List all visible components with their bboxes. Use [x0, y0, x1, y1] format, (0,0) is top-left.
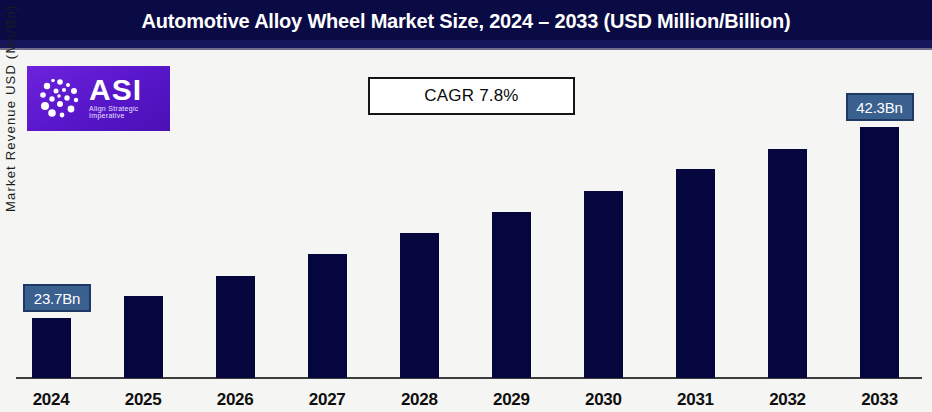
x-tick-2027: 2027 — [291, 390, 363, 410]
chart-page: Automotive Alloy Wheel Market Size, 2024… — [0, 0, 932, 412]
bar-2031 — [676, 169, 715, 378]
bar-2032 — [768, 149, 807, 378]
logo-tagline: Align Strategic Imperative — [89, 105, 170, 119]
x-tick-2030: 2030 — [567, 390, 639, 410]
x-tick-2026: 2026 — [199, 390, 271, 410]
bar-2027 — [308, 254, 347, 378]
x-tick-2033: 2033 — [844, 390, 916, 410]
x-tick-2032: 2032 — [751, 390, 823, 410]
cagr-badge: CAGR 7.8% — [368, 77, 575, 115]
x-tick-2024: 2024 — [15, 390, 87, 410]
value-callout-2033: 42.3Bn — [846, 93, 914, 121]
x-tick-2031: 2031 — [659, 390, 731, 410]
x-tick-2029: 2029 — [475, 390, 547, 410]
x-tick-2028: 2028 — [383, 390, 455, 410]
bar-2025 — [124, 296, 163, 378]
x-tick-2025: 2025 — [107, 390, 179, 410]
asi-logo: ASI Align Strategic Imperative — [27, 66, 170, 131]
bar-2026 — [216, 276, 255, 378]
bar-2033 — [860, 127, 899, 378]
title-banner: Automotive Alloy Wheel Market Size, 2024… — [0, 0, 932, 50]
page-title: Automotive Alloy Wheel Market Size, 2024… — [142, 10, 791, 33]
logo-wordmark: ASI — [89, 76, 170, 104]
bar-2029 — [492, 212, 531, 378]
bar-2024 — [32, 318, 71, 378]
dot-cluster-icon — [38, 76, 82, 122]
value-callout-2024: 23.7Bn — [23, 284, 91, 312]
bar-2030 — [584, 191, 623, 378]
logo-text-block: ASI Align Strategic Imperative — [89, 76, 170, 119]
bar-2028 — [400, 233, 439, 378]
